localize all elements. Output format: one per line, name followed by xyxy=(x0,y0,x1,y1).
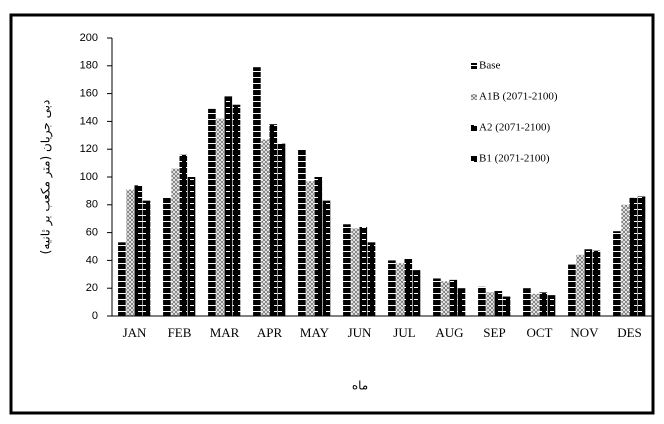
legend-label: A2 (2071-2100) xyxy=(479,122,551,134)
bar xyxy=(568,264,576,316)
bar xyxy=(404,259,413,316)
bar xyxy=(142,200,151,316)
bar xyxy=(637,196,646,316)
x-tick-label: MAY xyxy=(300,325,330,340)
bar xyxy=(224,96,233,316)
y-tick-label: 180 xyxy=(80,60,98,72)
x-tick-label: MAR xyxy=(210,325,240,340)
bar xyxy=(539,292,548,316)
bar xyxy=(441,281,449,316)
legend-label: B1 (2071-2100) xyxy=(479,153,550,165)
y-tick-label: 20 xyxy=(86,282,98,294)
bar xyxy=(412,270,421,316)
x-tick-label: JUN xyxy=(348,325,372,340)
bar xyxy=(298,149,306,316)
bar xyxy=(621,204,629,316)
bar xyxy=(629,197,638,316)
x-tick-label: SEP xyxy=(483,325,505,340)
x-tick-label: OCT xyxy=(527,325,553,340)
y-tick-label: 160 xyxy=(80,88,98,100)
y-tick-label: 60 xyxy=(86,227,98,239)
frame xyxy=(9,13,655,415)
bar xyxy=(547,295,556,316)
y-tick-label: 0 xyxy=(92,310,98,322)
x-tick-label: JAN xyxy=(123,325,147,340)
bar xyxy=(171,168,179,316)
bar xyxy=(314,177,323,316)
y-tick-label: 120 xyxy=(80,143,98,155)
legend-swatch xyxy=(471,94,477,100)
bar xyxy=(584,249,593,316)
bar xyxy=(367,242,376,316)
bar xyxy=(457,288,466,316)
y-tick-label: 200 xyxy=(80,32,98,44)
bar xyxy=(253,67,261,316)
bar xyxy=(343,224,351,316)
x-tick-label: FEB xyxy=(168,325,192,340)
y-tick-label: 80 xyxy=(86,199,98,211)
bar xyxy=(351,228,359,316)
bar xyxy=(433,278,441,316)
y-tick-label: 140 xyxy=(80,115,98,127)
y-axis-label: دبی جریان (متر مکعب بر ثانیه) xyxy=(39,100,54,255)
bar xyxy=(531,293,539,316)
bar xyxy=(277,143,286,316)
bar xyxy=(306,181,314,316)
x-axis-label: ماه xyxy=(352,379,368,393)
y-tick-label: 40 xyxy=(86,254,98,266)
bar xyxy=(478,286,486,316)
bar xyxy=(232,104,241,316)
bar xyxy=(208,108,216,316)
bar xyxy=(134,185,143,316)
bar xyxy=(269,124,278,317)
bar xyxy=(216,118,224,317)
bar xyxy=(163,197,171,316)
bar xyxy=(486,292,494,316)
legend-label: Base xyxy=(479,60,501,72)
bar xyxy=(592,250,601,316)
bar xyxy=(126,189,134,316)
bar xyxy=(322,200,331,316)
legend-swatch xyxy=(471,63,477,69)
bar xyxy=(502,296,511,316)
x-tick-label: AUG xyxy=(435,325,463,340)
legend-swatch xyxy=(471,125,477,131)
bar xyxy=(179,154,188,316)
bar xyxy=(449,279,458,316)
bar xyxy=(118,242,126,316)
bar xyxy=(523,288,531,316)
bar xyxy=(494,290,503,316)
bar xyxy=(396,263,404,316)
bar xyxy=(388,260,396,316)
x-tick-label: JUL xyxy=(393,325,415,340)
x-tick-label: NOV xyxy=(570,325,599,340)
legend-swatch xyxy=(471,156,477,162)
bar xyxy=(359,227,368,316)
x-tick-label: APR xyxy=(257,325,283,340)
bar xyxy=(187,177,196,316)
y-tick-label: 100 xyxy=(80,171,98,183)
legend-label: A1B (2071-2100) xyxy=(479,91,558,103)
bar xyxy=(613,231,621,316)
x-tick-label: DES xyxy=(617,325,642,340)
bar xyxy=(261,139,269,316)
bar xyxy=(576,254,584,316)
